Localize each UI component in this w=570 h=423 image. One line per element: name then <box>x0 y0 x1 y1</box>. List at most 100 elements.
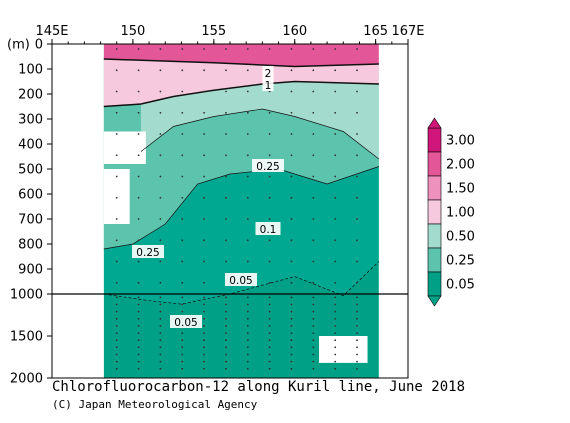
sample-point <box>225 296 227 299</box>
sample-point <box>312 175 315 178</box>
x-tick-label: 167E <box>391 24 424 39</box>
sample-point <box>246 133 249 135</box>
sample-point <box>137 367 140 370</box>
sample-point <box>225 303 227 306</box>
sample-point <box>137 325 140 327</box>
sample-point <box>203 367 206 370</box>
y-tick-label: 100 <box>18 63 43 78</box>
sample-point <box>137 154 140 157</box>
sample-point <box>246 175 249 178</box>
sample-point <box>246 196 249 199</box>
sample-point <box>159 69 162 72</box>
sample-point <box>225 346 227 349</box>
sample-point <box>246 90 249 93</box>
sample-point <box>268 133 271 135</box>
sample-point <box>181 353 184 356</box>
sample-point <box>334 239 337 242</box>
sample-point <box>203 218 206 220</box>
sample-point <box>203 69 206 72</box>
sample-point <box>268 90 271 93</box>
sample-point <box>225 69 227 72</box>
sample-point <box>181 360 184 363</box>
sample-point <box>181 296 184 299</box>
sample-point <box>246 69 249 72</box>
contour-label: 0.05 <box>229 275 252 287</box>
sample-point <box>290 196 293 199</box>
colorbar-label: 0.05 <box>446 278 475 293</box>
sample-point <box>115 360 118 363</box>
sample-point <box>334 196 337 199</box>
sample-point <box>268 111 271 114</box>
sample-point <box>334 303 337 306</box>
sample-point <box>334 281 337 284</box>
sample-point <box>290 346 293 349</box>
x-tick-label: 150 <box>120 24 145 39</box>
sample-point <box>334 360 337 363</box>
sample-point <box>159 310 162 313</box>
sample-point <box>356 175 358 178</box>
sample-point <box>115 154 118 157</box>
sample-point <box>203 111 206 114</box>
sample-point <box>159 260 162 263</box>
sample-point <box>246 111 249 114</box>
sample-point <box>225 196 227 199</box>
contour-label-bg <box>252 159 284 172</box>
sample-point <box>356 260 358 263</box>
y-tick-label: 1000 <box>10 288 43 303</box>
colorbar-swatch <box>427 199 442 225</box>
no-data-region <box>103 169 130 224</box>
sample-point <box>290 296 293 299</box>
y-tick-label: 700 <box>18 213 43 228</box>
sample-point <box>159 339 162 342</box>
colorbar-label: 0.50 <box>446 230 475 245</box>
sample-point <box>356 133 358 135</box>
sample-point <box>334 353 337 356</box>
sample-point <box>334 69 337 72</box>
sample-point <box>268 346 271 349</box>
sample-point <box>268 303 271 306</box>
sample-point <box>246 218 249 220</box>
sample-point <box>334 175 337 178</box>
colorbar: 3.00 2.00 1.50 1.00 0.50 0.25 0.05 <box>427 117 475 307</box>
sample-point <box>181 111 184 114</box>
sample-point <box>356 346 358 349</box>
sample-point <box>159 346 162 349</box>
y-axis: 0 100 200 300 400 500 600 700 800 900 1000 1500 2000… <box>7 38 52 387</box>
sample-point <box>334 310 337 313</box>
colorbar-label: 3.00 <box>446 134 475 149</box>
sample-point <box>290 339 293 342</box>
sample-point <box>115 310 118 313</box>
sample-point <box>312 154 315 157</box>
y-tick-label: 600 <box>18 188 43 203</box>
sample-point <box>268 310 271 313</box>
contour-label-bg <box>262 78 274 91</box>
sample-point <box>137 353 140 356</box>
sample-point <box>312 360 315 363</box>
sample-point <box>159 48 162 50</box>
sample-point <box>115 196 118 199</box>
sample-point <box>356 325 358 327</box>
sample-point <box>203 332 206 334</box>
y-tick-label: 1500 <box>10 330 43 345</box>
sample-point <box>246 303 249 306</box>
sample-point <box>268 317 271 320</box>
sample-point <box>137 48 140 50</box>
sample-point <box>203 353 206 356</box>
y-tick-label: 200 <box>18 88 43 103</box>
sample-point <box>268 48 271 50</box>
sample-point <box>334 317 337 320</box>
sample-point <box>203 296 206 299</box>
sample-point <box>225 317 227 320</box>
sample-point <box>356 69 358 72</box>
sample-point <box>290 310 293 313</box>
sample-point <box>290 281 293 284</box>
sample-point <box>312 90 315 93</box>
sample-point <box>159 303 162 306</box>
sample-point <box>181 260 184 263</box>
credit-line: (C) Japan Meteorological Agency <box>52 398 258 411</box>
colorbar-swatch <box>427 223 442 249</box>
sample-point <box>137 332 140 334</box>
contour-label: 0.05 <box>174 317 197 329</box>
sample-point <box>356 339 358 342</box>
sample-point <box>268 325 271 327</box>
